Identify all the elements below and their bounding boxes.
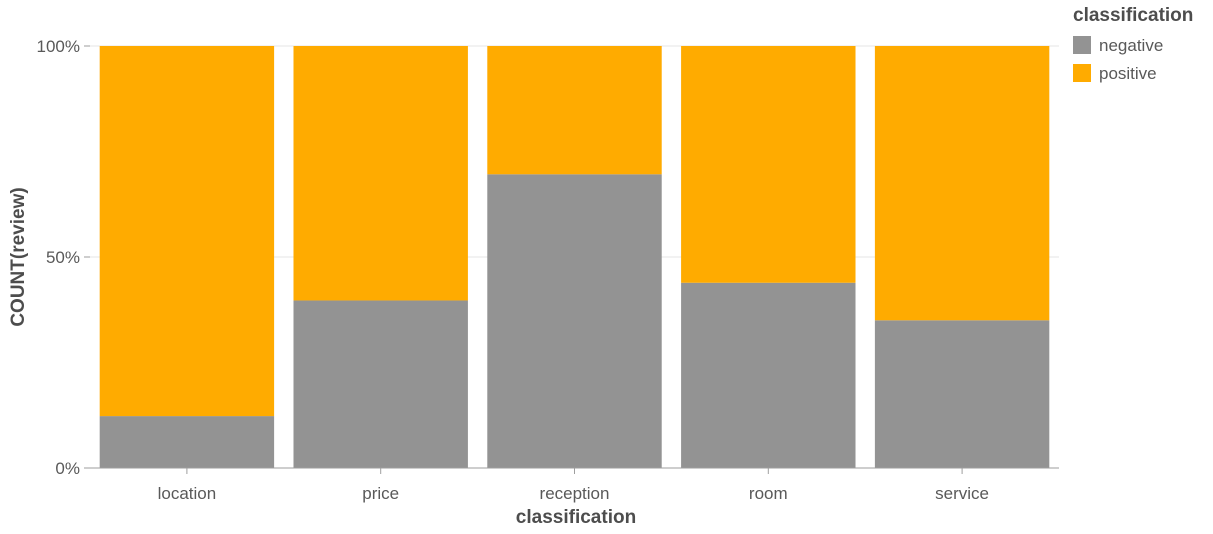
legend-items: negative positive: [1073, 36, 1163, 83]
y-tick-label-2: 100%: [37, 37, 80, 56]
bar-service-negative: [874, 320, 1050, 468]
y-tick-label-1: 50%: [46, 248, 80, 267]
x-tick-label-service: service: [935, 484, 989, 503]
bar-group-reception: [487, 46, 662, 468]
x-tick-label-reception: reception: [540, 484, 610, 503]
bar-reception-positive: [487, 46, 662, 175]
bar-service-positive: [874, 46, 1050, 321]
bar-group-price: [293, 46, 468, 468]
bar-room-positive: [681, 46, 856, 283]
bar-group-location: [99, 46, 275, 468]
legend-swatch-positive: [1073, 64, 1091, 82]
y-axis-title: COUNT(review): [8, 187, 29, 326]
y-axis-ticks: 0% 50% 100%: [37, 37, 90, 478]
x-axis-ticks: location price reception room service: [158, 468, 989, 503]
legend-title: classification: [1073, 5, 1193, 26]
legend-label-positive: positive: [1099, 64, 1157, 83]
x-tick-label-room: room: [749, 484, 788, 503]
legend: classification negative positive: [1073, 5, 1193, 83]
x-tick-label-price: price: [362, 484, 399, 503]
bars: [99, 46, 1050, 468]
x-tick-label-location: location: [158, 484, 217, 503]
bar-group-service: [874, 46, 1050, 468]
y-tick-label-0: 0%: [55, 459, 80, 478]
bar-price-positive: [293, 46, 468, 301]
bar-group-room: [681, 46, 856, 468]
bar-room-negative: [681, 282, 856, 468]
x-axis-title: classification: [516, 507, 636, 528]
bar-price-negative: [293, 300, 468, 468]
legend-item-positive: positive: [1073, 64, 1157, 83]
bar-reception-negative: [487, 174, 662, 468]
legend-item-negative: negative: [1073, 36, 1163, 55]
bar-location-positive: [99, 46, 275, 417]
legend-swatch-negative: [1073, 36, 1091, 54]
legend-label-negative: negative: [1099, 36, 1163, 55]
bar-location-negative: [99, 416, 275, 468]
axes: 0% 50% 100% location price reception room serv…: [37, 37, 1059, 503]
